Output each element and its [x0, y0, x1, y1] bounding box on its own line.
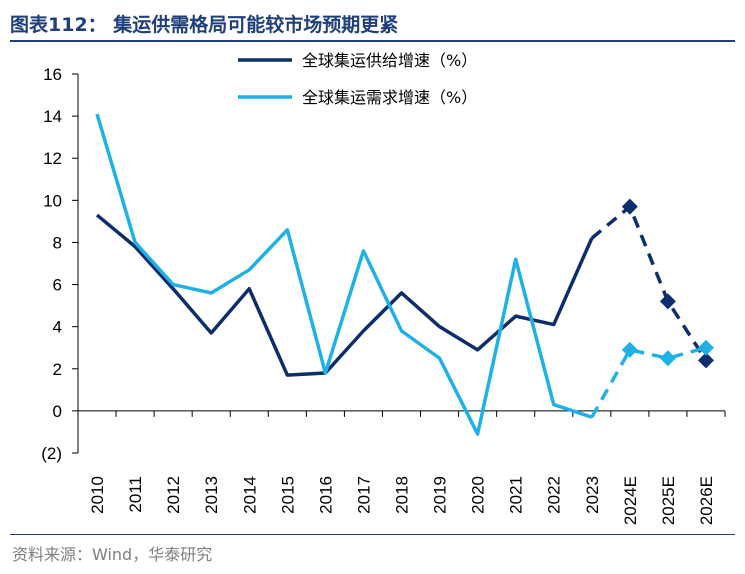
y-tick-label: 6	[53, 276, 62, 295]
x-tick-label: 2019	[431, 476, 450, 514]
forecast-marker-supply	[659, 293, 676, 310]
y-tick-label: 0	[53, 402, 62, 421]
x-tick-label: 2018	[393, 476, 412, 514]
source-divider	[10, 534, 735, 535]
chart-title: 图表112： 集运供需格局可能较市场预期更紧	[10, 14, 399, 36]
y-tick-label: 2	[53, 360, 62, 379]
y-tick-label: 12	[43, 149, 62, 168]
legend-label-supply: 全球集运供给增速（%）	[302, 51, 477, 70]
x-tick-label: 2026E	[697, 476, 716, 525]
y-tick-label: 4	[53, 318, 62, 337]
x-tick-label: 2021	[507, 476, 526, 514]
series-forecast-line-demand	[590, 346, 707, 419]
series-line-supply	[95, 213, 594, 377]
y-tick-label: 8	[53, 233, 62, 252]
x-tick-label: 2016	[316, 476, 335, 514]
x-tick-label: 2012	[164, 476, 183, 514]
x-tick-label: 2013	[202, 476, 221, 514]
forecast-marker-demand	[659, 350, 676, 367]
forecast-marker-supply	[697, 352, 714, 369]
series-line-demand	[95, 113, 593, 436]
x-tick-label: 2020	[469, 476, 488, 514]
x-tick-label: 2010	[88, 476, 107, 514]
y-tick-label: (2)	[41, 444, 62, 463]
y-tick-label: 10	[43, 191, 62, 210]
legend-label-demand: 全球集运需求增速（%）	[302, 88, 477, 107]
forecast-marker-demand	[621, 341, 638, 358]
x-tick-label: 2017	[354, 476, 373, 514]
x-tick-label: 2011	[126, 476, 145, 513]
x-tick-label: 2015	[278, 476, 297, 514]
x-tick-label: 2025E	[659, 476, 678, 525]
y-tick-label: 14	[43, 107, 62, 126]
forecast-marker-supply	[621, 198, 638, 215]
y-tick-label: 16	[43, 65, 62, 84]
x-tick-label: 2014	[240, 476, 259, 514]
x-tick-label: 2024E	[621, 476, 640, 525]
forecast-marker-demand	[697, 339, 714, 356]
title-bar: 图表112： 集运供需格局可能较市场预期更紧	[10, 4, 735, 42]
x-tick-label: 2022	[545, 476, 564, 514]
x-tick-label: 2023	[583, 476, 602, 514]
series-forecast-line-supply	[590, 203, 708, 362]
source-note: 资料来源：Wind，华泰研究	[12, 545, 213, 564]
